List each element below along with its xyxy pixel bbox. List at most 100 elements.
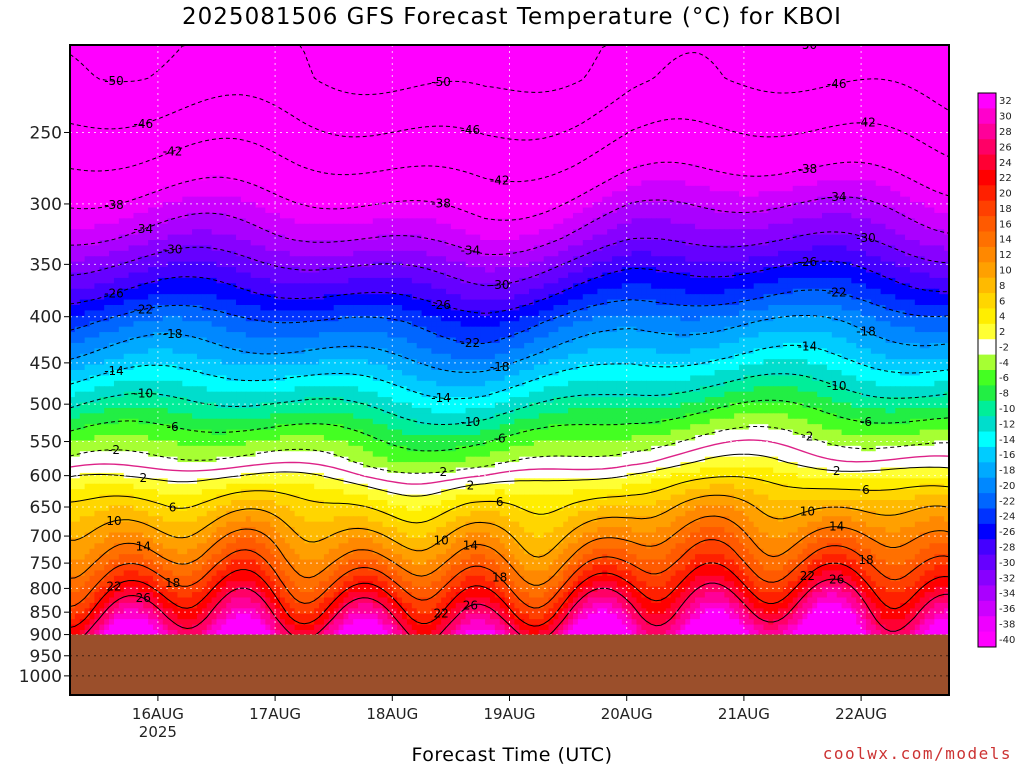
heatmap-cell	[593, 72, 598, 78]
heatmap-cell	[470, 83, 475, 89]
heatmap-cell	[886, 61, 891, 67]
heatmap-cell	[783, 56, 788, 62]
heatmap-cell	[480, 78, 485, 84]
heatmap-cell	[578, 72, 583, 78]
heatmap-cell	[470, 88, 475, 94]
heatmap-cell	[138, 67, 143, 73]
heatmap-cell	[695, 67, 700, 73]
heatmap-cell	[754, 78, 759, 84]
heatmap-cell	[461, 61, 466, 67]
heatmap-cell	[402, 56, 407, 62]
heatmap-cell	[778, 56, 783, 62]
heatmap-cell	[690, 88, 695, 94]
heatmap-cell	[656, 56, 661, 62]
heatmap-cell	[510, 72, 515, 78]
heatmap-cell	[368, 61, 373, 67]
heatmap-cell	[534, 50, 539, 56]
heatmap-cell	[334, 67, 339, 73]
heatmap-cell	[676, 88, 681, 94]
heatmap-cell	[817, 50, 822, 56]
heatmap-cell	[837, 61, 842, 67]
heatmap-cell	[700, 61, 705, 67]
heatmap-cell	[168, 67, 173, 73]
heatmap-cell	[221, 72, 226, 78]
heatmap-cell	[549, 83, 554, 89]
heatmap-cell	[246, 83, 251, 89]
heatmap-cell	[680, 72, 685, 78]
heatmap-cell	[500, 61, 505, 67]
heatmap-cell	[319, 83, 324, 89]
heatmap-cell	[773, 61, 778, 67]
heatmap-cell	[778, 50, 783, 56]
heatmap-cell	[290, 61, 295, 67]
heatmap-cell	[807, 61, 812, 67]
heatmap-cell	[500, 50, 505, 56]
heatmap-cell	[422, 78, 427, 84]
heatmap-cell	[588, 78, 593, 84]
heatmap-cell	[202, 61, 207, 67]
heatmap-cell	[602, 67, 607, 73]
heatmap-cell	[651, 78, 656, 84]
heatmap-cell	[348, 50, 353, 56]
heatmap-cell	[466, 88, 471, 94]
heatmap-cell	[500, 72, 505, 78]
heatmap-cell	[876, 61, 881, 67]
heatmap-cell	[876, 78, 881, 84]
heatmap-cell	[256, 72, 261, 78]
heatmap-cell	[275, 61, 280, 67]
heatmap-cell	[402, 67, 407, 73]
heatmap-cell	[846, 56, 851, 62]
heatmap-cell	[778, 67, 783, 73]
heatmap-cell	[563, 50, 568, 56]
heatmap-cell	[607, 50, 612, 56]
heatmap-cell	[646, 56, 651, 62]
heatmap-cell	[99, 61, 104, 67]
heatmap-cell	[304, 67, 309, 73]
heatmap-cell	[353, 78, 358, 84]
heatmap-cell	[656, 50, 661, 56]
heatmap-cell	[910, 56, 915, 62]
heatmap-cell	[90, 88, 95, 94]
heatmap-cell	[934, 56, 939, 62]
heatmap-cell	[744, 67, 749, 73]
heatmap-cell	[749, 67, 754, 73]
heatmap-cell	[241, 78, 246, 84]
heatmap-cell	[163, 88, 168, 94]
heatmap-cell	[749, 78, 754, 84]
heatmap-cell	[763, 50, 768, 56]
heatmap-cell	[80, 56, 85, 62]
heatmap-cell	[803, 72, 808, 78]
heatmap-cell	[934, 83, 939, 89]
heatmap-cell	[666, 78, 671, 84]
heatmap-cell	[798, 78, 803, 84]
heatmap-cell	[260, 56, 265, 62]
heatmap-cell	[197, 50, 202, 56]
heatmap-cell	[534, 83, 539, 89]
heatmap-cell	[588, 72, 593, 78]
heatmap-cell	[368, 72, 373, 78]
heatmap-cell	[754, 67, 759, 73]
heatmap-cell	[632, 78, 637, 84]
heatmap-cell	[192, 50, 197, 56]
heatmap-cell	[402, 72, 407, 78]
heatmap-cell	[729, 56, 734, 62]
heatmap-cell	[148, 61, 153, 67]
heatmap-cell	[412, 72, 417, 78]
heatmap-cell	[632, 50, 637, 56]
heatmap-cell	[851, 61, 856, 67]
heatmap-cell	[900, 50, 905, 56]
heatmap-cell	[260, 72, 265, 78]
heatmap-cell	[260, 78, 265, 84]
heatmap-cell	[920, 61, 925, 67]
heatmap-cell	[500, 56, 505, 62]
heatmap-cell	[256, 83, 261, 89]
heatmap-cell	[832, 61, 837, 67]
heatmap-cell	[334, 50, 339, 56]
heatmap-cell	[602, 61, 607, 67]
heatmap-cell	[397, 50, 402, 56]
heatmap-cell	[734, 56, 739, 62]
heatmap-cell	[133, 56, 138, 62]
heatmap-cell	[187, 56, 192, 62]
heatmap-cell	[217, 78, 222, 84]
heatmap-cell	[715, 88, 720, 94]
